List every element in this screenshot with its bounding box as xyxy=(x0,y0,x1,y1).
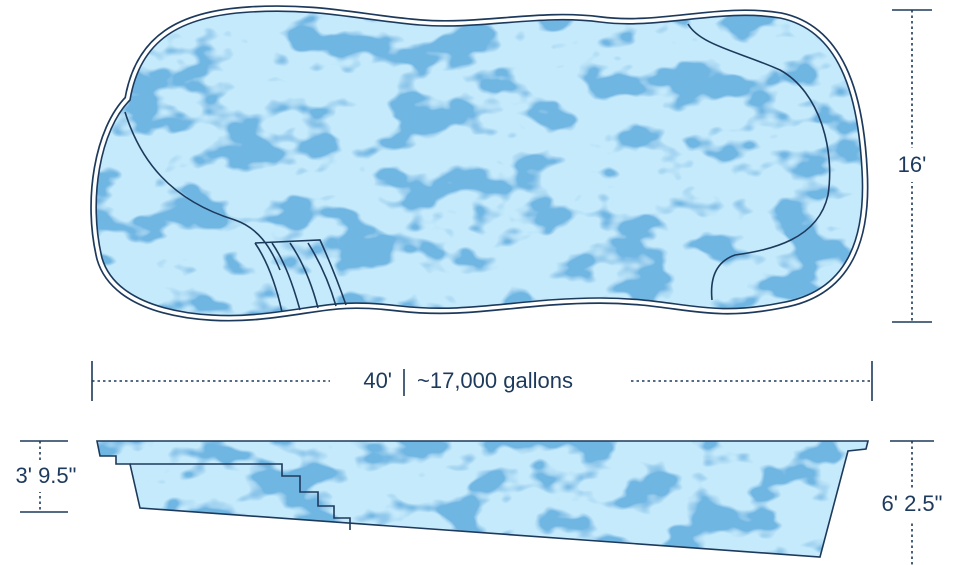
pool-side-view xyxy=(96,440,870,558)
label-bg xyxy=(870,488,958,522)
side-water xyxy=(97,441,868,557)
steps xyxy=(254,242,337,313)
width-label: 16' xyxy=(898,152,927,177)
side-outline xyxy=(96,440,870,558)
label-bg xyxy=(2,460,88,492)
bench-left xyxy=(124,111,281,271)
width-dimension: 16' xyxy=(890,9,934,323)
volume-label: ~17,000 gallons xyxy=(417,368,573,393)
pool-edge xyxy=(95,10,864,317)
shallow-depth-label: 3' 9.5" xyxy=(16,463,77,488)
steps-top xyxy=(254,239,347,306)
length-label: 40' xyxy=(363,368,392,393)
deep-depth-label: 6' 2.5" xyxy=(882,491,943,516)
bench-right xyxy=(687,23,831,301)
label-bg xyxy=(890,148,934,182)
side-steps xyxy=(130,463,351,530)
length-dimension: 40' ~17,000 gallons xyxy=(91,361,873,401)
label-bg xyxy=(330,364,630,398)
shallow-depth-dimension: 3' 9.5" xyxy=(2,440,88,513)
deep-depth-dimension: 6' 2.5" xyxy=(870,440,958,565)
pool-top-view xyxy=(90,5,869,322)
pool-water xyxy=(96,11,863,316)
